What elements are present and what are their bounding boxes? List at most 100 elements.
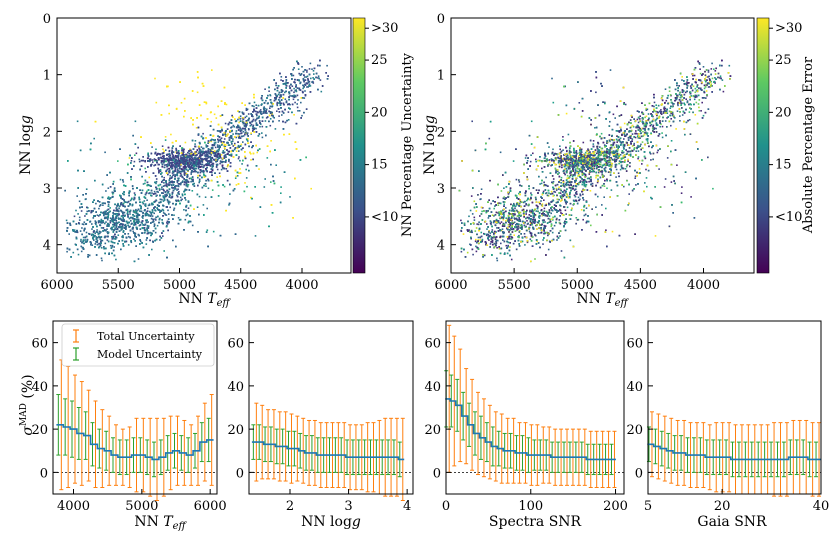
star-point xyxy=(197,126,200,129)
star-point xyxy=(191,159,193,161)
star-point xyxy=(152,172,155,174)
star-point xyxy=(140,205,142,208)
star-point xyxy=(184,188,187,191)
star-point xyxy=(270,181,272,183)
star-point xyxy=(161,232,163,234)
star-point xyxy=(254,110,257,113)
star-point xyxy=(232,138,234,140)
star-point xyxy=(197,152,200,155)
star-point xyxy=(106,228,108,230)
star-point xyxy=(111,244,114,247)
star-point xyxy=(183,181,186,183)
star-point xyxy=(245,132,248,134)
star-point xyxy=(174,174,177,176)
star-point xyxy=(208,152,211,155)
star-point xyxy=(195,127,198,129)
star-point xyxy=(96,241,98,244)
star-point xyxy=(293,91,295,94)
star-point xyxy=(76,231,79,234)
star-point xyxy=(304,94,307,97)
star-point xyxy=(148,204,151,206)
star-point xyxy=(223,155,226,157)
star-point xyxy=(106,239,109,241)
star-point xyxy=(280,192,282,194)
star-point xyxy=(187,151,189,154)
star-point xyxy=(111,246,114,248)
star-point xyxy=(205,185,207,187)
star-point xyxy=(206,158,208,160)
star-point xyxy=(139,210,141,212)
star-point xyxy=(111,238,113,240)
star-point xyxy=(204,196,207,198)
star-point xyxy=(204,158,206,160)
star-point xyxy=(264,107,266,110)
star-point xyxy=(210,149,213,151)
star-point xyxy=(182,159,185,162)
star-point xyxy=(223,145,226,147)
star-point xyxy=(181,170,184,172)
star-point xyxy=(94,215,96,217)
star-point xyxy=(262,112,265,114)
star-point xyxy=(150,222,152,224)
star-point xyxy=(196,206,199,208)
star-point xyxy=(142,159,144,162)
star-point xyxy=(78,200,81,203)
star-point xyxy=(245,177,248,179)
star-point xyxy=(72,251,75,254)
star-point xyxy=(193,168,195,170)
star-point xyxy=(128,157,131,159)
star-point xyxy=(176,189,178,191)
star-point xyxy=(162,235,164,237)
star-point xyxy=(80,210,83,212)
star-point xyxy=(304,90,306,92)
star-point xyxy=(134,240,136,242)
star-point xyxy=(263,186,266,188)
star-point xyxy=(239,115,242,117)
star-point xyxy=(200,160,202,162)
star-point xyxy=(290,74,293,77)
star-point xyxy=(280,102,282,105)
star-point xyxy=(137,222,139,224)
star-point xyxy=(303,111,305,114)
star-point xyxy=(112,193,114,195)
star-point xyxy=(101,259,103,262)
star-point xyxy=(185,214,188,217)
star-point xyxy=(179,81,181,83)
star-point xyxy=(234,142,236,145)
star-point xyxy=(143,196,146,198)
star-point xyxy=(244,155,246,158)
star-point xyxy=(268,110,270,113)
star-point xyxy=(195,157,198,160)
star-point xyxy=(247,140,249,142)
star-point xyxy=(68,233,70,235)
star-point xyxy=(181,151,183,153)
star-point xyxy=(241,121,244,123)
star-point xyxy=(229,183,231,186)
star-point xyxy=(153,223,156,225)
star-point xyxy=(155,195,157,197)
star-point xyxy=(173,166,176,168)
star-point xyxy=(134,120,137,123)
star-point xyxy=(192,180,194,183)
star-point xyxy=(174,186,176,188)
star-point xyxy=(84,239,87,241)
star-point xyxy=(287,103,289,106)
star-point xyxy=(306,86,308,88)
star-point xyxy=(86,219,89,221)
star-point xyxy=(121,239,124,242)
star-point xyxy=(113,229,115,231)
star-point xyxy=(161,155,164,158)
star-point xyxy=(80,250,83,253)
star-point xyxy=(155,148,157,151)
star-point xyxy=(256,114,258,117)
star-point xyxy=(264,112,266,114)
star-point xyxy=(151,221,154,223)
star-point xyxy=(198,148,201,150)
star-point xyxy=(107,222,109,225)
star-point xyxy=(119,178,122,181)
star-point xyxy=(280,76,283,78)
star-point xyxy=(94,222,97,225)
star-point xyxy=(244,116,247,119)
star-point xyxy=(221,128,223,131)
